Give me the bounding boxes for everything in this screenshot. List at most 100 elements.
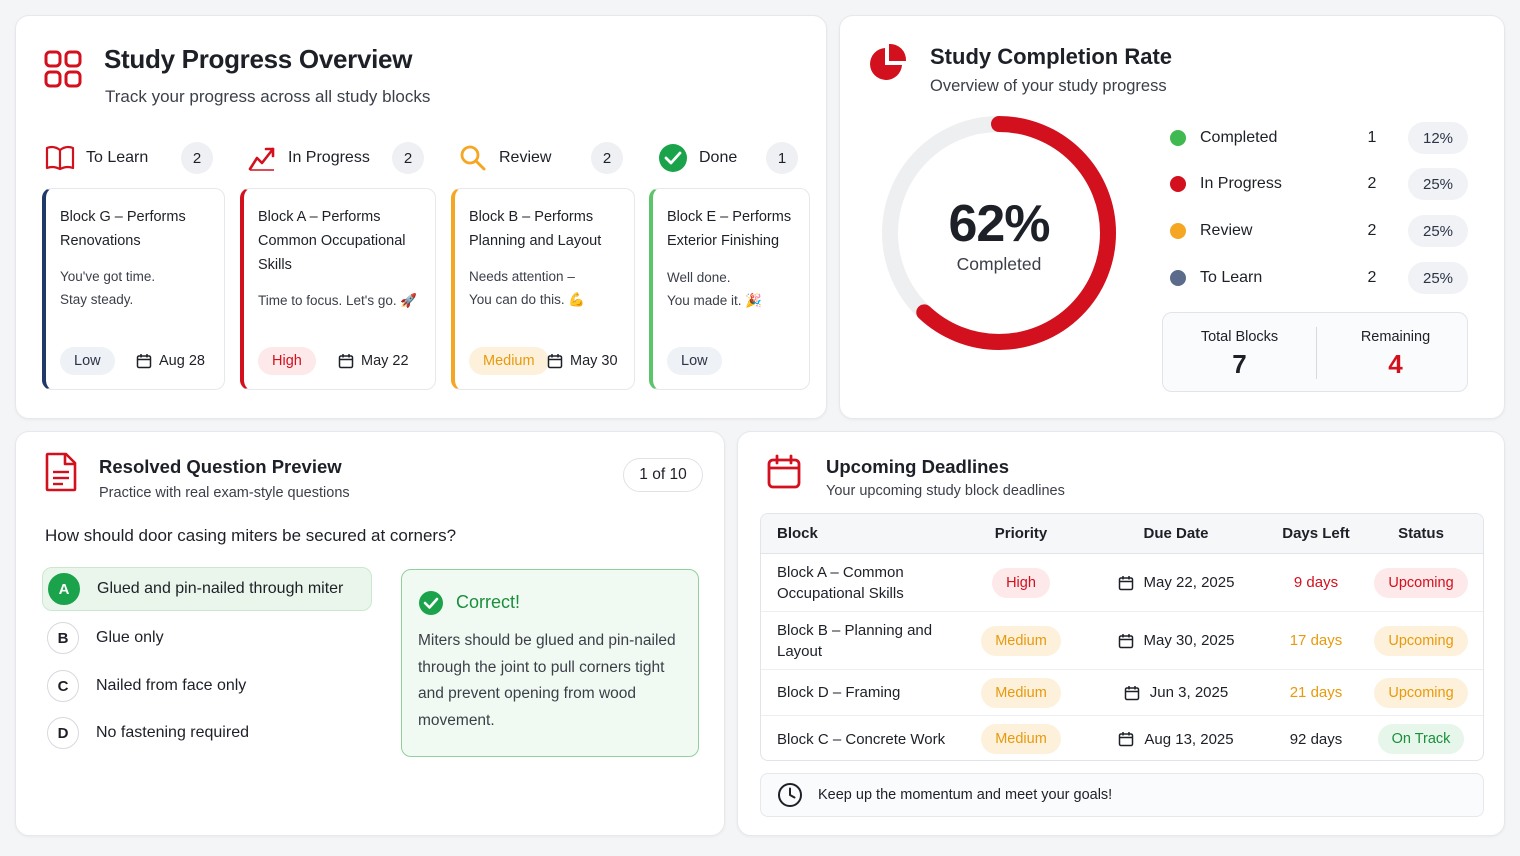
block-card-title: Block A – Performs Common Occupational S… bbox=[258, 209, 406, 273]
panel-subtitle: Overview of your study progress bbox=[930, 77, 1167, 95]
answer-explanation-text: Miters should be glued and pin-nailed th… bbox=[418, 632, 676, 729]
due-date: May 22 bbox=[338, 347, 409, 375]
column-header[interactable]: Days Left bbox=[1282, 525, 1350, 542]
option-text: Glued and pin-nailed through miter bbox=[97, 580, 344, 597]
answer-option-b[interactable]: B Glue only bbox=[42, 616, 372, 660]
days-left: 92 days bbox=[1289, 730, 1343, 748]
column-header-review[interactable]: Review 2 bbox=[457, 141, 637, 175]
answer-option-c[interactable]: C Nailed from face only bbox=[42, 664, 372, 708]
option-text: Nailed from face only bbox=[96, 677, 247, 694]
deadlines-table: Block Priority Due Date Days Left Status… bbox=[760, 513, 1484, 761]
legend-label: Review bbox=[1200, 222, 1253, 239]
stat-value: 4 bbox=[1388, 349, 1403, 379]
stat-value: 7 bbox=[1232, 349, 1247, 379]
days-left: 9 days bbox=[1293, 574, 1339, 591]
table-header: Block Priority Due Date Days Left Status bbox=[761, 514, 1483, 554]
column-header[interactable]: Status bbox=[1398, 525, 1444, 542]
column-header-in-progress[interactable]: In Progress 2 bbox=[246, 141, 426, 175]
legend-dot bbox=[1170, 270, 1186, 286]
calendar-icon bbox=[338, 354, 354, 369]
block-card-message: You can do this. 💪 bbox=[469, 292, 586, 307]
legend-item-to-learn: To Learn 2 25% bbox=[1170, 262, 1470, 294]
option-letter: C bbox=[47, 670, 79, 702]
legend-item-review: Review 2 25% bbox=[1170, 215, 1470, 247]
table-row[interactable]: Block C – Concrete Work Medium Aug 13, 2… bbox=[761, 716, 1483, 760]
status-badge: Upcoming bbox=[1374, 625, 1468, 656]
clock-icon bbox=[778, 783, 802, 807]
block-card-a[interactable]: Block A – Performs Common Occupational S… bbox=[240, 188, 436, 390]
calendar-icon bbox=[1118, 575, 1133, 590]
question-text: How should door casing miters be secured… bbox=[45, 526, 457, 545]
priority-badge: High bbox=[992, 567, 1050, 598]
resolved-question-preview-panel: Resolved Question Preview Practice with … bbox=[15, 431, 725, 836]
donut-progress-arc bbox=[882, 116, 1116, 350]
column-header[interactable]: Priority bbox=[994, 525, 1048, 542]
page-title: Study Progress Overview bbox=[104, 44, 413, 74]
block-card-title: Block B – Performs Planning and Layout bbox=[469, 209, 602, 249]
legend-percent: 25% bbox=[1408, 215, 1468, 247]
motivation-banner: Keep up the momentum and meet your goals… bbox=[760, 773, 1484, 817]
block-card-message: Needs attention – bbox=[469, 269, 575, 284]
priority-badge: Medium bbox=[981, 724, 1061, 754]
table-row[interactable]: Block A – Common Occupational Skills Hig… bbox=[761, 554, 1483, 612]
legend-percent: 25% bbox=[1408, 168, 1468, 200]
legend-item-completed: Completed 1 12% bbox=[1170, 122, 1470, 154]
motivation-text: Keep up the momentum and meet your goals… bbox=[818, 787, 1113, 803]
totals-summary: Total Blocks 7 Remaining 4 bbox=[1162, 312, 1468, 392]
panel-subtitle: Practice with real exam-style questions bbox=[99, 485, 350, 501]
answer-status: Correct! bbox=[456, 592, 521, 612]
pie-chart-icon bbox=[870, 43, 907, 80]
total-blocks-stat: Total Blocks 7 bbox=[1163, 313, 1316, 393]
block-card-title: Block G – Performs Renovations bbox=[60, 209, 186, 249]
priority-badge: Low bbox=[667, 347, 722, 375]
legend-label: Completed bbox=[1200, 129, 1278, 146]
days-left: 21 days bbox=[1289, 684, 1343, 701]
column-count-badge: 1 bbox=[766, 142, 798, 174]
legend-percent: 25% bbox=[1408, 262, 1468, 294]
grid-icon bbox=[44, 50, 82, 88]
calendar-icon bbox=[1119, 732, 1134, 747]
option-text: Glue only bbox=[96, 629, 164, 646]
stat-label: Remaining bbox=[1360, 329, 1431, 345]
legend-label: In Progress bbox=[1200, 175, 1282, 192]
calendar-icon bbox=[767, 454, 801, 489]
completion-donut-chart bbox=[882, 116, 1116, 350]
trend-up-icon bbox=[246, 142, 278, 174]
column-count-badge: 2 bbox=[392, 142, 424, 174]
document-icon bbox=[45, 452, 77, 492]
status-badge: Upcoming bbox=[1374, 567, 1468, 598]
priority-badge: Medium bbox=[981, 625, 1061, 656]
column-header-to-learn[interactable]: To Learn 2 bbox=[44, 141, 214, 175]
answer-option-d[interactable]: D No fastening required bbox=[42, 711, 372, 755]
page-subtitle: Track your progress across all study blo… bbox=[105, 87, 431, 106]
calendar-icon bbox=[136, 354, 152, 369]
column-count-badge: 2 bbox=[591, 142, 623, 174]
due-date-text: May 30, 2025 bbox=[1143, 632, 1235, 649]
priority-badge: Medium bbox=[981, 677, 1061, 708]
study-completion-rate-panel: Study Completion Rate Overview of your s… bbox=[839, 15, 1505, 419]
panel-title: Upcoming Deadlines bbox=[826, 456, 1009, 477]
table-row[interactable]: Block B – Planning and Layout Medium May… bbox=[761, 612, 1483, 670]
legend-dot bbox=[1170, 176, 1186, 192]
column-header-done[interactable]: Done 1 bbox=[657, 141, 807, 175]
due-date-text: May 30 bbox=[570, 353, 618, 369]
legend-dot bbox=[1170, 130, 1186, 146]
block-card-title: Block E – Performs Exterior Finishing bbox=[667, 209, 792, 249]
due-date: May 30 bbox=[547, 347, 618, 375]
column-header[interactable]: Due Date bbox=[1143, 525, 1209, 542]
block-card-b[interactable]: Block B – Performs Planning and Layout N… bbox=[451, 188, 635, 390]
legend-percent: 12% bbox=[1408, 122, 1468, 154]
column-header[interactable]: Block bbox=[777, 525, 818, 542]
calendar-icon bbox=[547, 354, 563, 369]
block-card-g[interactable]: Block G – Performs Renovations You've go… bbox=[42, 188, 225, 390]
calendar-icon bbox=[1118, 633, 1133, 648]
book-open-icon bbox=[44, 142, 76, 174]
question-pager[interactable]: 1 of 10 bbox=[623, 458, 703, 492]
legend-dot bbox=[1170, 223, 1186, 239]
check-circle-icon bbox=[657, 142, 689, 174]
block-card-message: Time to focus. Let's go. 🚀 bbox=[258, 293, 418, 308]
block-card-message: Stay steady. bbox=[60, 292, 134, 307]
answer-option-a[interactable]: A Glued and pin-nailed through miter bbox=[42, 567, 372, 611]
block-card-e[interactable]: Block E – Performs Exterior Finishing We… bbox=[649, 188, 810, 390]
table-row[interactable]: Block D – Framing Medium Jun 3, 2025 21 … bbox=[761, 670, 1483, 716]
